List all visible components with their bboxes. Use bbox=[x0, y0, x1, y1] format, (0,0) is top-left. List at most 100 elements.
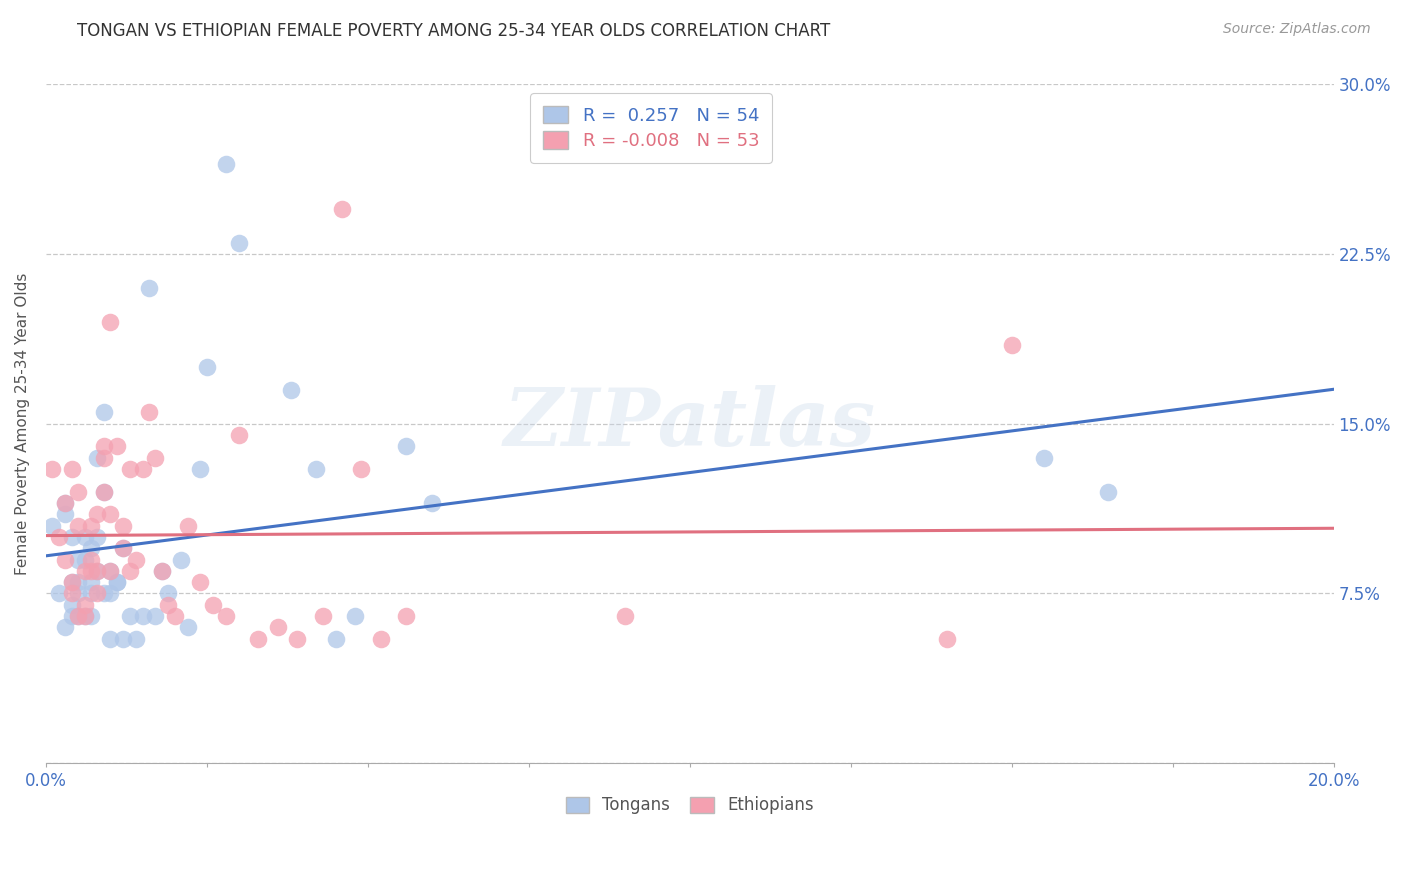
Point bbox=[98, 315, 121, 329]
Point bbox=[280, 383, 302, 397]
Point bbox=[98, 508, 121, 522]
Point bbox=[105, 575, 128, 590]
Point bbox=[73, 609, 96, 624]
Point bbox=[41, 462, 63, 476]
Point bbox=[86, 586, 108, 600]
Point bbox=[67, 609, 90, 624]
Text: Source: ZipAtlas.com: Source: ZipAtlas.com bbox=[1223, 22, 1371, 37]
Point bbox=[215, 609, 238, 624]
Point bbox=[190, 462, 212, 476]
Point bbox=[53, 620, 76, 634]
Point bbox=[67, 484, 90, 499]
Point bbox=[370, 632, 392, 646]
Point bbox=[93, 484, 115, 499]
Point bbox=[112, 541, 135, 556]
Y-axis label: Female Poverty Among 25-34 Year Olds: Female Poverty Among 25-34 Year Olds bbox=[15, 273, 30, 575]
Point bbox=[60, 462, 83, 476]
Point bbox=[145, 450, 167, 465]
Point bbox=[80, 564, 103, 578]
Point bbox=[60, 575, 83, 590]
Point bbox=[157, 586, 180, 600]
Point bbox=[112, 632, 135, 646]
Point bbox=[60, 598, 83, 612]
Point bbox=[150, 564, 173, 578]
Point bbox=[67, 575, 90, 590]
Point bbox=[53, 552, 76, 566]
Point bbox=[67, 518, 90, 533]
Point bbox=[202, 598, 225, 612]
Point bbox=[98, 564, 121, 578]
Point bbox=[86, 564, 108, 578]
Point bbox=[112, 541, 135, 556]
Point bbox=[80, 586, 103, 600]
Point bbox=[118, 462, 141, 476]
Point bbox=[67, 552, 90, 566]
Point bbox=[93, 484, 115, 499]
Point bbox=[125, 552, 148, 566]
Point bbox=[112, 518, 135, 533]
Point bbox=[1001, 337, 1024, 351]
Point bbox=[350, 462, 373, 476]
Point bbox=[73, 609, 96, 624]
Point bbox=[936, 632, 959, 646]
Point bbox=[267, 620, 290, 634]
Point bbox=[98, 632, 121, 646]
Point bbox=[138, 405, 160, 419]
Point bbox=[157, 598, 180, 612]
Point bbox=[73, 530, 96, 544]
Point bbox=[105, 439, 128, 453]
Point bbox=[60, 609, 83, 624]
Point bbox=[80, 552, 103, 566]
Point bbox=[80, 541, 103, 556]
Point bbox=[312, 609, 335, 624]
Point bbox=[86, 564, 108, 578]
Point bbox=[53, 508, 76, 522]
Point bbox=[105, 575, 128, 590]
Point bbox=[614, 609, 637, 624]
Point bbox=[60, 575, 83, 590]
Point bbox=[73, 552, 96, 566]
Point bbox=[228, 428, 250, 442]
Point bbox=[395, 609, 418, 624]
Point bbox=[67, 586, 90, 600]
Point bbox=[93, 405, 115, 419]
Point bbox=[93, 450, 115, 465]
Point bbox=[228, 235, 250, 250]
Point bbox=[98, 586, 121, 600]
Point bbox=[330, 202, 353, 216]
Point bbox=[150, 564, 173, 578]
Point bbox=[325, 632, 347, 646]
Text: TONGAN VS ETHIOPIAN FEMALE POVERTY AMONG 25-34 YEAR OLDS CORRELATION CHART: TONGAN VS ETHIOPIAN FEMALE POVERTY AMONG… bbox=[77, 22, 831, 40]
Point bbox=[86, 508, 108, 522]
Point bbox=[305, 462, 328, 476]
Point bbox=[93, 586, 115, 600]
Point bbox=[80, 609, 103, 624]
Point bbox=[176, 518, 198, 533]
Point bbox=[98, 564, 121, 578]
Point bbox=[170, 552, 193, 566]
Point bbox=[215, 156, 238, 170]
Point bbox=[48, 586, 70, 600]
Point bbox=[118, 609, 141, 624]
Point bbox=[1032, 450, 1054, 465]
Point bbox=[93, 439, 115, 453]
Point bbox=[131, 609, 153, 624]
Point bbox=[80, 518, 103, 533]
Point bbox=[1097, 484, 1119, 499]
Point bbox=[53, 496, 76, 510]
Point bbox=[60, 530, 83, 544]
Legend: Tongans, Ethiopians: Tongans, Ethiopians bbox=[558, 788, 823, 822]
Point bbox=[53, 496, 76, 510]
Point bbox=[420, 496, 443, 510]
Point bbox=[67, 609, 90, 624]
Point bbox=[41, 518, 63, 533]
Point bbox=[176, 620, 198, 634]
Point bbox=[195, 360, 218, 375]
Point bbox=[73, 598, 96, 612]
Point bbox=[395, 439, 418, 453]
Point bbox=[343, 609, 366, 624]
Point bbox=[163, 609, 186, 624]
Point bbox=[48, 530, 70, 544]
Point bbox=[145, 609, 167, 624]
Text: ZIPatlas: ZIPatlas bbox=[503, 385, 876, 463]
